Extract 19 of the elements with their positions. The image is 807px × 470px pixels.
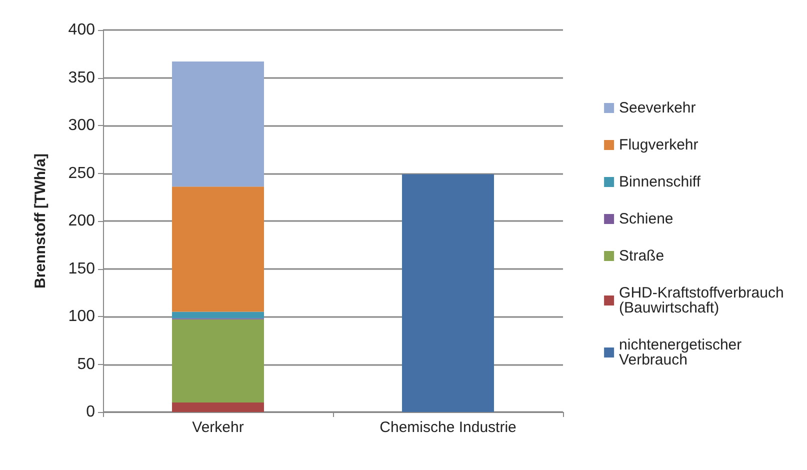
y-tick-label: 400 [68,22,96,38]
y-tick-label: 350 [68,69,96,86]
y-tick-label: 200 [68,212,96,230]
legend-label: Flugverkehr [619,136,698,154]
legend-label: Binnenschiff [619,174,702,190]
legend-label: GHD-Kraftstoffverbrauch (Bauwirtschaft) [619,284,788,316]
y-tick-label: 0 [86,404,96,420]
legend-label: Seeverkehr [619,100,696,116]
y-tick-label: 150 [68,260,96,278]
x-tick-label: Verkehr [192,419,244,436]
legend-label: nichtenergetischer Verbrauch [619,336,746,368]
y-tick-label: 100 [68,308,96,325]
y-tick-label: 50 [77,356,96,373]
y-tick-label: 250 [68,164,96,182]
y-axis-title: Brennstoff [TWh/a] [32,154,49,288]
legend-label: Schiene [619,210,674,228]
legend-label: Straße [619,248,664,264]
x-tick-label: Chemische Industrie [380,419,516,436]
y-tick-label: 300 [68,117,96,134]
